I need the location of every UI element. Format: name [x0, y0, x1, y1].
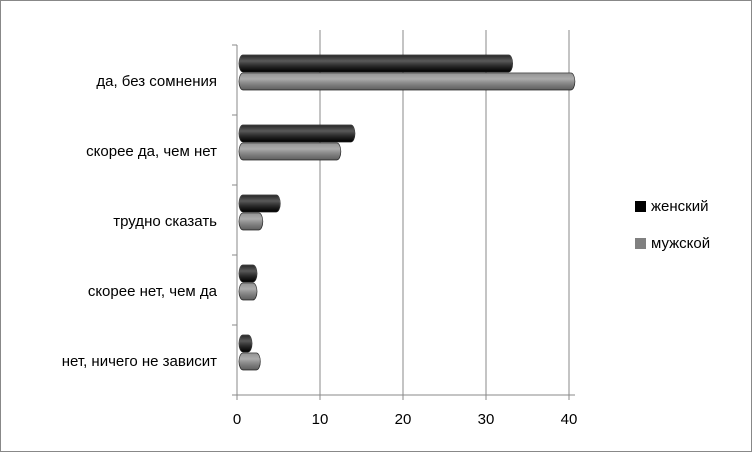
- y-tick-label: скорее нет, чем да: [88, 283, 218, 300]
- x-tick-label: 40: [561, 411, 578, 428]
- y-tick-label: скорее да, чем нет: [86, 143, 217, 160]
- x-tick-label: 30: [478, 411, 495, 428]
- bar-shade: [239, 195, 281, 212]
- legend-label: мужской: [651, 235, 710, 252]
- legend-swatch: [635, 201, 646, 212]
- bar-shade: [239, 143, 341, 160]
- legend-swatch: [635, 238, 646, 249]
- bar-shade: [239, 213, 263, 230]
- x-tick-label: 0: [233, 411, 241, 428]
- bar-shade: [239, 125, 355, 142]
- bar-shade: [239, 283, 257, 300]
- bar-shade: [239, 73, 575, 90]
- legend-label: женский: [651, 198, 708, 215]
- bar-shade: [239, 265, 257, 282]
- y-tick-label: трудно сказать: [113, 213, 217, 230]
- x-tick-label: 10: [312, 411, 329, 428]
- y-tick-label: да, без сомнения: [96, 73, 217, 90]
- bar-shade: [239, 55, 513, 72]
- x-tick-label: 20: [395, 411, 412, 428]
- bar-shade: [239, 335, 252, 352]
- y-tick-label: нет, ничего не зависит: [62, 353, 217, 370]
- bar-shade: [239, 353, 261, 370]
